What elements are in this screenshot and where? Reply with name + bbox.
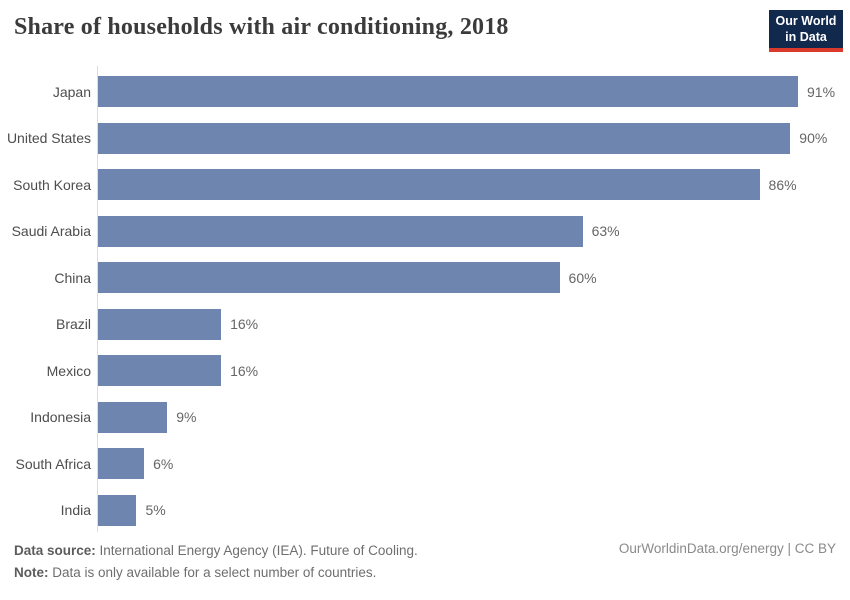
bar-row: South Africa 6% — [0, 448, 850, 479]
chart-title: Share of households with air conditionin… — [14, 14, 509, 40]
note-label: Note: — [14, 565, 49, 580]
bar-india[interactable] — [98, 494, 137, 526]
category-label-south-korea: South Korea — [13, 176, 91, 193]
bar-saudi-arabia[interactable] — [98, 215, 583, 247]
bar-chart: Japan 91% United States 90% South Korea 86% Sa… — [0, 66, 850, 532]
bar-row: Saudi Arabia 63% — [0, 215, 850, 247]
bar-row: Japan 91% — [0, 76, 850, 107]
value-label-brazil: 16% — [230, 316, 259, 332]
owid-logo-line1: Our World — [775, 14, 837, 28]
owid-logo[interactable]: Our World in Data — [769, 10, 843, 52]
bar-row: Indonesia 9% — [0, 401, 850, 433]
bar-track: 16% — [97, 308, 850, 340]
value-label-indonesia: 9% — [176, 409, 197, 425]
bar-row: Mexico 16% — [0, 355, 850, 386]
bar-japan[interactable] — [98, 76, 798, 107]
note-text: Data is only available for a select numb… — [48, 565, 377, 580]
value-label-japan: 91% — [807, 83, 836, 100]
bar-track: 6% — [97, 448, 850, 479]
bar-track: 91% — [97, 76, 850, 107]
category-label-japan: Japan — [52, 83, 91, 100]
bar-south-africa[interactable] — [98, 448, 145, 479]
category-label-mexico: Mexico — [46, 362, 91, 379]
bar-row: Brazil 16% — [0, 308, 850, 340]
bar-row: South Korea 86% — [0, 169, 850, 200]
category-label-united-states: United States — [6, 130, 91, 146]
y-axis-line — [97, 66, 98, 532]
bar-track: 86% — [97, 169, 850, 200]
value-label-south-africa: 6% — [153, 455, 174, 472]
data-source-line: Data source: International Energy Agency… — [14, 540, 418, 562]
category-label-indonesia: Indonesia — [30, 409, 91, 425]
value-label-saudi-arabia: 63% — [591, 223, 620, 239]
value-label-china: 60% — [568, 269, 597, 286]
value-label-mexico: 16% — [230, 362, 259, 379]
category-label-saudi-arabia: Saudi Arabia — [11, 223, 91, 239]
data-source-label: Data source: — [14, 543, 96, 558]
bar-track: 9% — [97, 401, 850, 433]
bar-south-korea[interactable] — [98, 169, 760, 200]
value-label-india: 5% — [145, 502, 166, 518]
category-label-china: China — [54, 269, 91, 286]
bar-track: 5% — [97, 494, 850, 526]
bar-mexico[interactable] — [98, 355, 222, 386]
owid-url-license-link[interactable]: OurWorldinData.org/energy | CC BY — [618, 541, 836, 556]
category-label-south-africa: South Africa — [15, 455, 92, 472]
bar-row: United States 90% — [0, 122, 850, 154]
bar-united-states[interactable] — [98, 122, 791, 154]
owid-logo-line2: in Data — [785, 29, 827, 44]
bar-row: India 5% — [0, 494, 850, 526]
value-label-united-states: 90% — [799, 130, 828, 146]
bar-track: 63% — [97, 215, 850, 247]
bar-row: China 60% — [0, 262, 850, 293]
value-label-south-korea: 86% — [768, 176, 797, 193]
bar-china[interactable] — [98, 262, 560, 293]
bar-track: 90% — [97, 122, 850, 154]
data-source-text: International Energy Agency (IEA). Futur… — [95, 543, 418, 558]
bar-brazil[interactable] — [98, 308, 222, 340]
category-label-india: India — [60, 502, 91, 518]
bar-indonesia[interactable] — [98, 401, 168, 433]
chart-footer-notes: Data source: International Energy Agency… — [14, 540, 418, 584]
bar-track: 60% — [97, 262, 850, 293]
category-label-brazil: Brazil — [55, 316, 91, 332]
note-line: Note: Data is only available for a selec… — [14, 562, 418, 584]
bar-rows: Japan 91% United States 90% South Korea 86% Sa… — [0, 76, 850, 526]
bar-track: 16% — [97, 355, 850, 386]
